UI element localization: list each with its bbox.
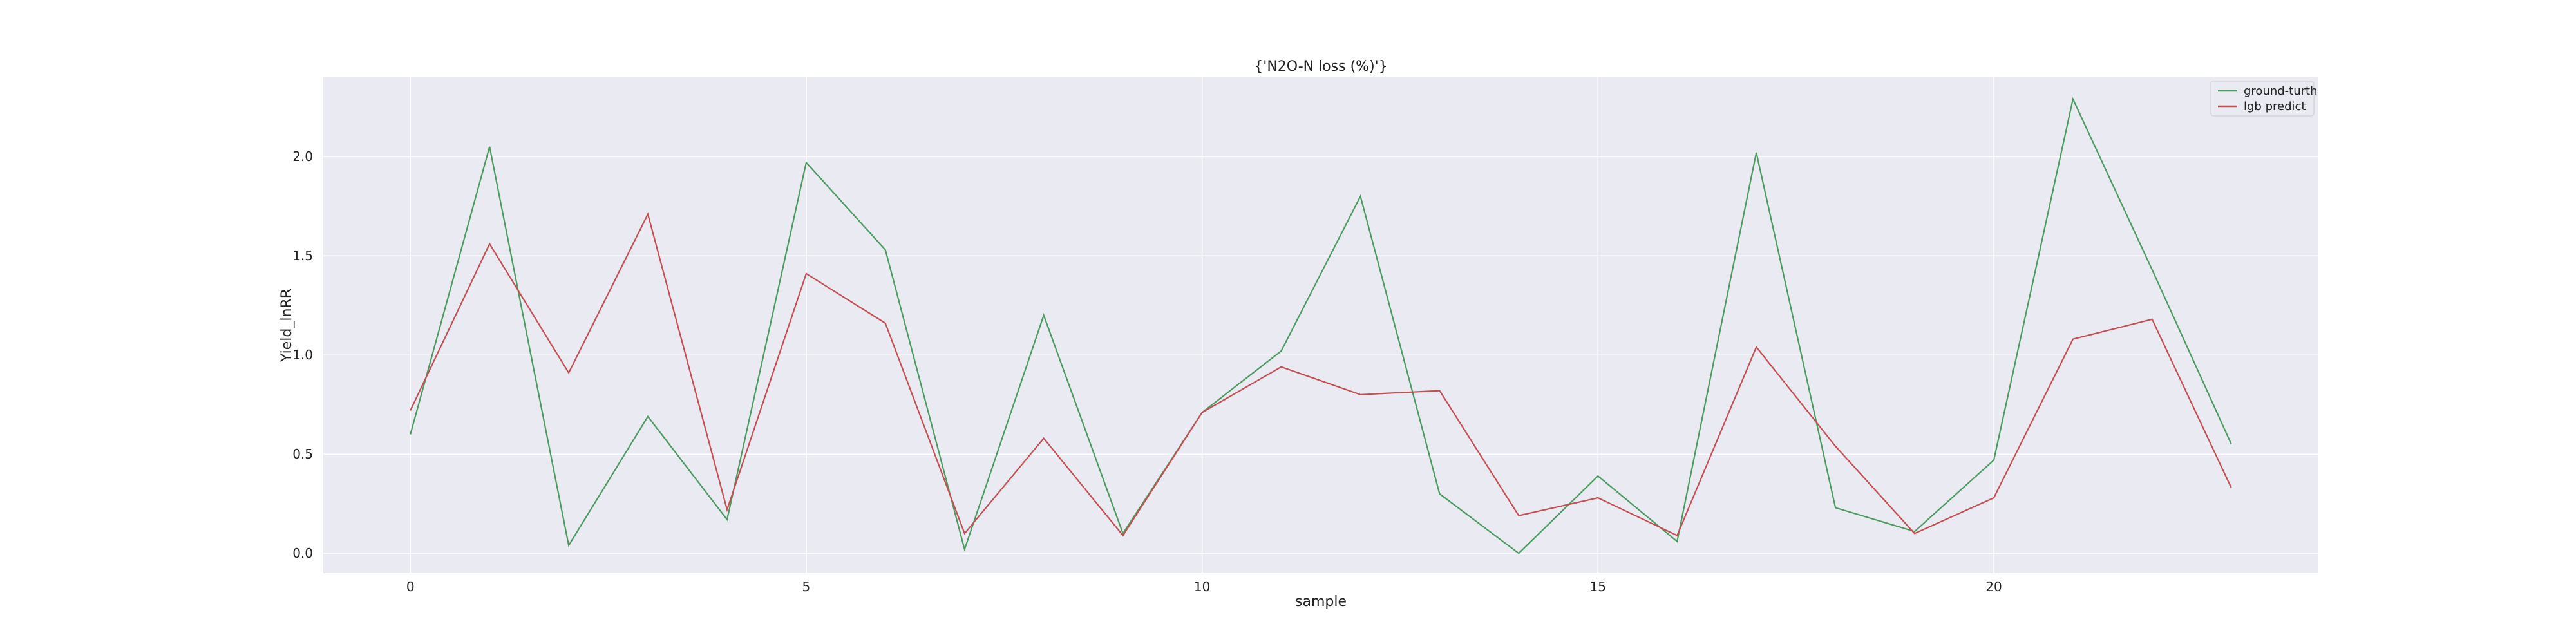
x-tick-label-3: 15: [1590, 579, 1606, 594]
chart-title: {'N2O-N loss (%)'}: [1254, 59, 1387, 75]
tick-labels: 0 5 10 15 20 0.0 0.5 1.0 1.5 2.0: [292, 149, 2002, 594]
y-tick-label-4: 2.0: [292, 149, 313, 164]
gridlines: [323, 77, 2318, 573]
legend: ground-turth lgb predict: [2210, 80, 2318, 117]
x-tick-label-0: 0: [406, 579, 415, 594]
x-tick-label-1: 5: [802, 579, 811, 594]
y-tick-label-2: 1.0: [292, 347, 313, 363]
series-line-lgb-predict: [410, 212, 2232, 537]
x-axis-label: sample: [1295, 594, 1347, 610]
y-axis-label: Yield_lnRR: [279, 289, 295, 363]
legend-box: [2210, 80, 2315, 117]
y-tick-label-0: 0.0: [292, 545, 313, 561]
y-tick-label-3: 1.5: [292, 248, 313, 263]
legend-label-lgb-predict: lgb predict: [2244, 100, 2306, 113]
series-layer: [410, 97, 2232, 554]
x-tick-label-4: 20: [1985, 579, 2002, 594]
x-tick-label-2: 10: [1194, 579, 1210, 594]
series-line-ground-turth: [410, 97, 2232, 554]
legend-label-ground-turth: ground-turth: [2244, 84, 2318, 98]
plot-area: [323, 77, 2318, 573]
y-tick-label-1: 0.5: [292, 446, 313, 462]
